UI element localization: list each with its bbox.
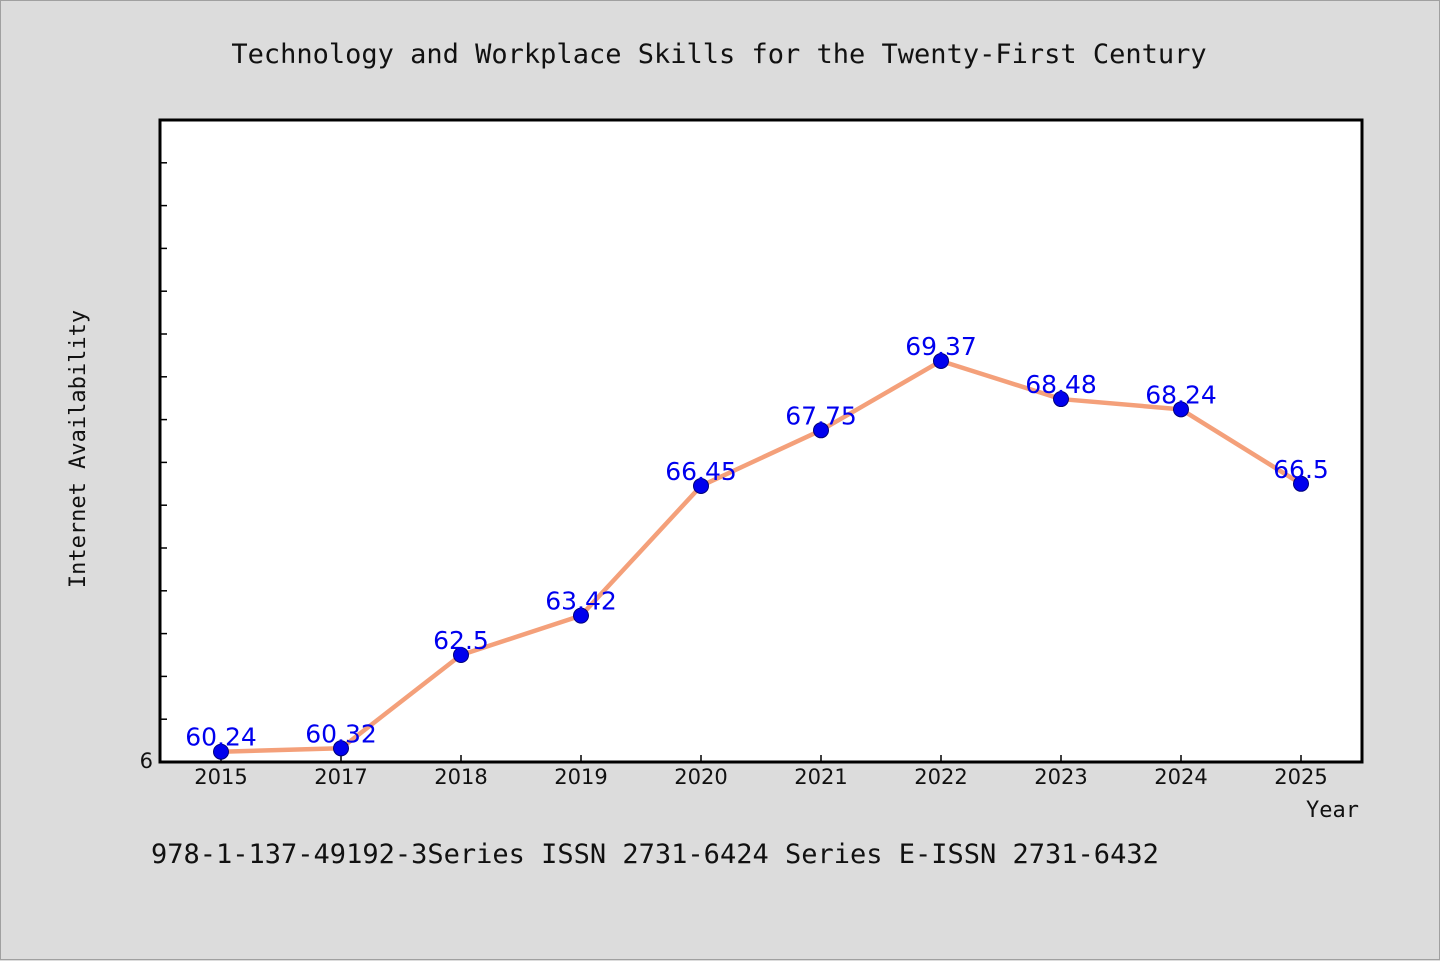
data-label: 67.75 <box>785 401 857 430</box>
data-label: 66.5 <box>1273 455 1329 484</box>
x-tick-label: 2019 <box>554 765 607 789</box>
series-group: 60.24 60.32 62.5 63.42 66.45 67.75 69.37 68.48 6… <box>185 332 1329 760</box>
y-tick-label: 6 <box>140 749 153 773</box>
data-point <box>693 477 709 494</box>
y-axis-label: Internet Availability <box>66 310 91 588</box>
data-point <box>1053 391 1069 408</box>
x-tick-label: 2021 <box>794 765 847 789</box>
data-label: 66.45 <box>665 457 737 486</box>
data-label: 60.32 <box>305 719 377 748</box>
x-tick-label: 2023 <box>1034 765 1087 789</box>
data-label: 63.42 <box>545 587 617 616</box>
data-label: 68.24 <box>1145 380 1217 409</box>
x-tick-label: 2022 <box>914 765 967 789</box>
data-label: 69.37 <box>905 332 977 361</box>
data-point <box>453 647 469 663</box>
data-label: 68.48 <box>1025 370 1097 399</box>
footer-isbn-issn: 978-1-137-49192-3Series ISSN 2731-6424 S… <box>151 839 1159 870</box>
series-line <box>220 358 1303 754</box>
plot-area <box>158 118 1364 764</box>
x-tick-label: 2017 <box>314 765 367 789</box>
data-point <box>573 607 589 624</box>
data-point <box>333 740 349 757</box>
x-tick-label: 2020 <box>674 765 727 789</box>
x-tick-label: 2018 <box>434 765 487 789</box>
data-point <box>813 422 829 439</box>
data-point <box>213 743 229 760</box>
data-point <box>1173 401 1189 418</box>
x-axis-label: Year <box>1306 798 1359 823</box>
data-point <box>933 352 949 369</box>
x-tick-label: 2025 <box>1274 765 1327 789</box>
x-tick-label: 2024 <box>1154 765 1207 789</box>
y-axis-ticks <box>160 162 167 720</box>
data-point <box>1293 475 1309 492</box>
x-axis-ticks: 2015 2017 2018 2019 2020 2021 2022 2023 2024 2025 <box>194 755 1328 789</box>
data-label: 62.5 <box>433 626 489 655</box>
chart-title: Technology and Workplace Skills for the … <box>231 39 1206 70</box>
x-tick-label: 2015 <box>194 765 247 789</box>
data-label: 60.24 <box>185 723 257 752</box>
